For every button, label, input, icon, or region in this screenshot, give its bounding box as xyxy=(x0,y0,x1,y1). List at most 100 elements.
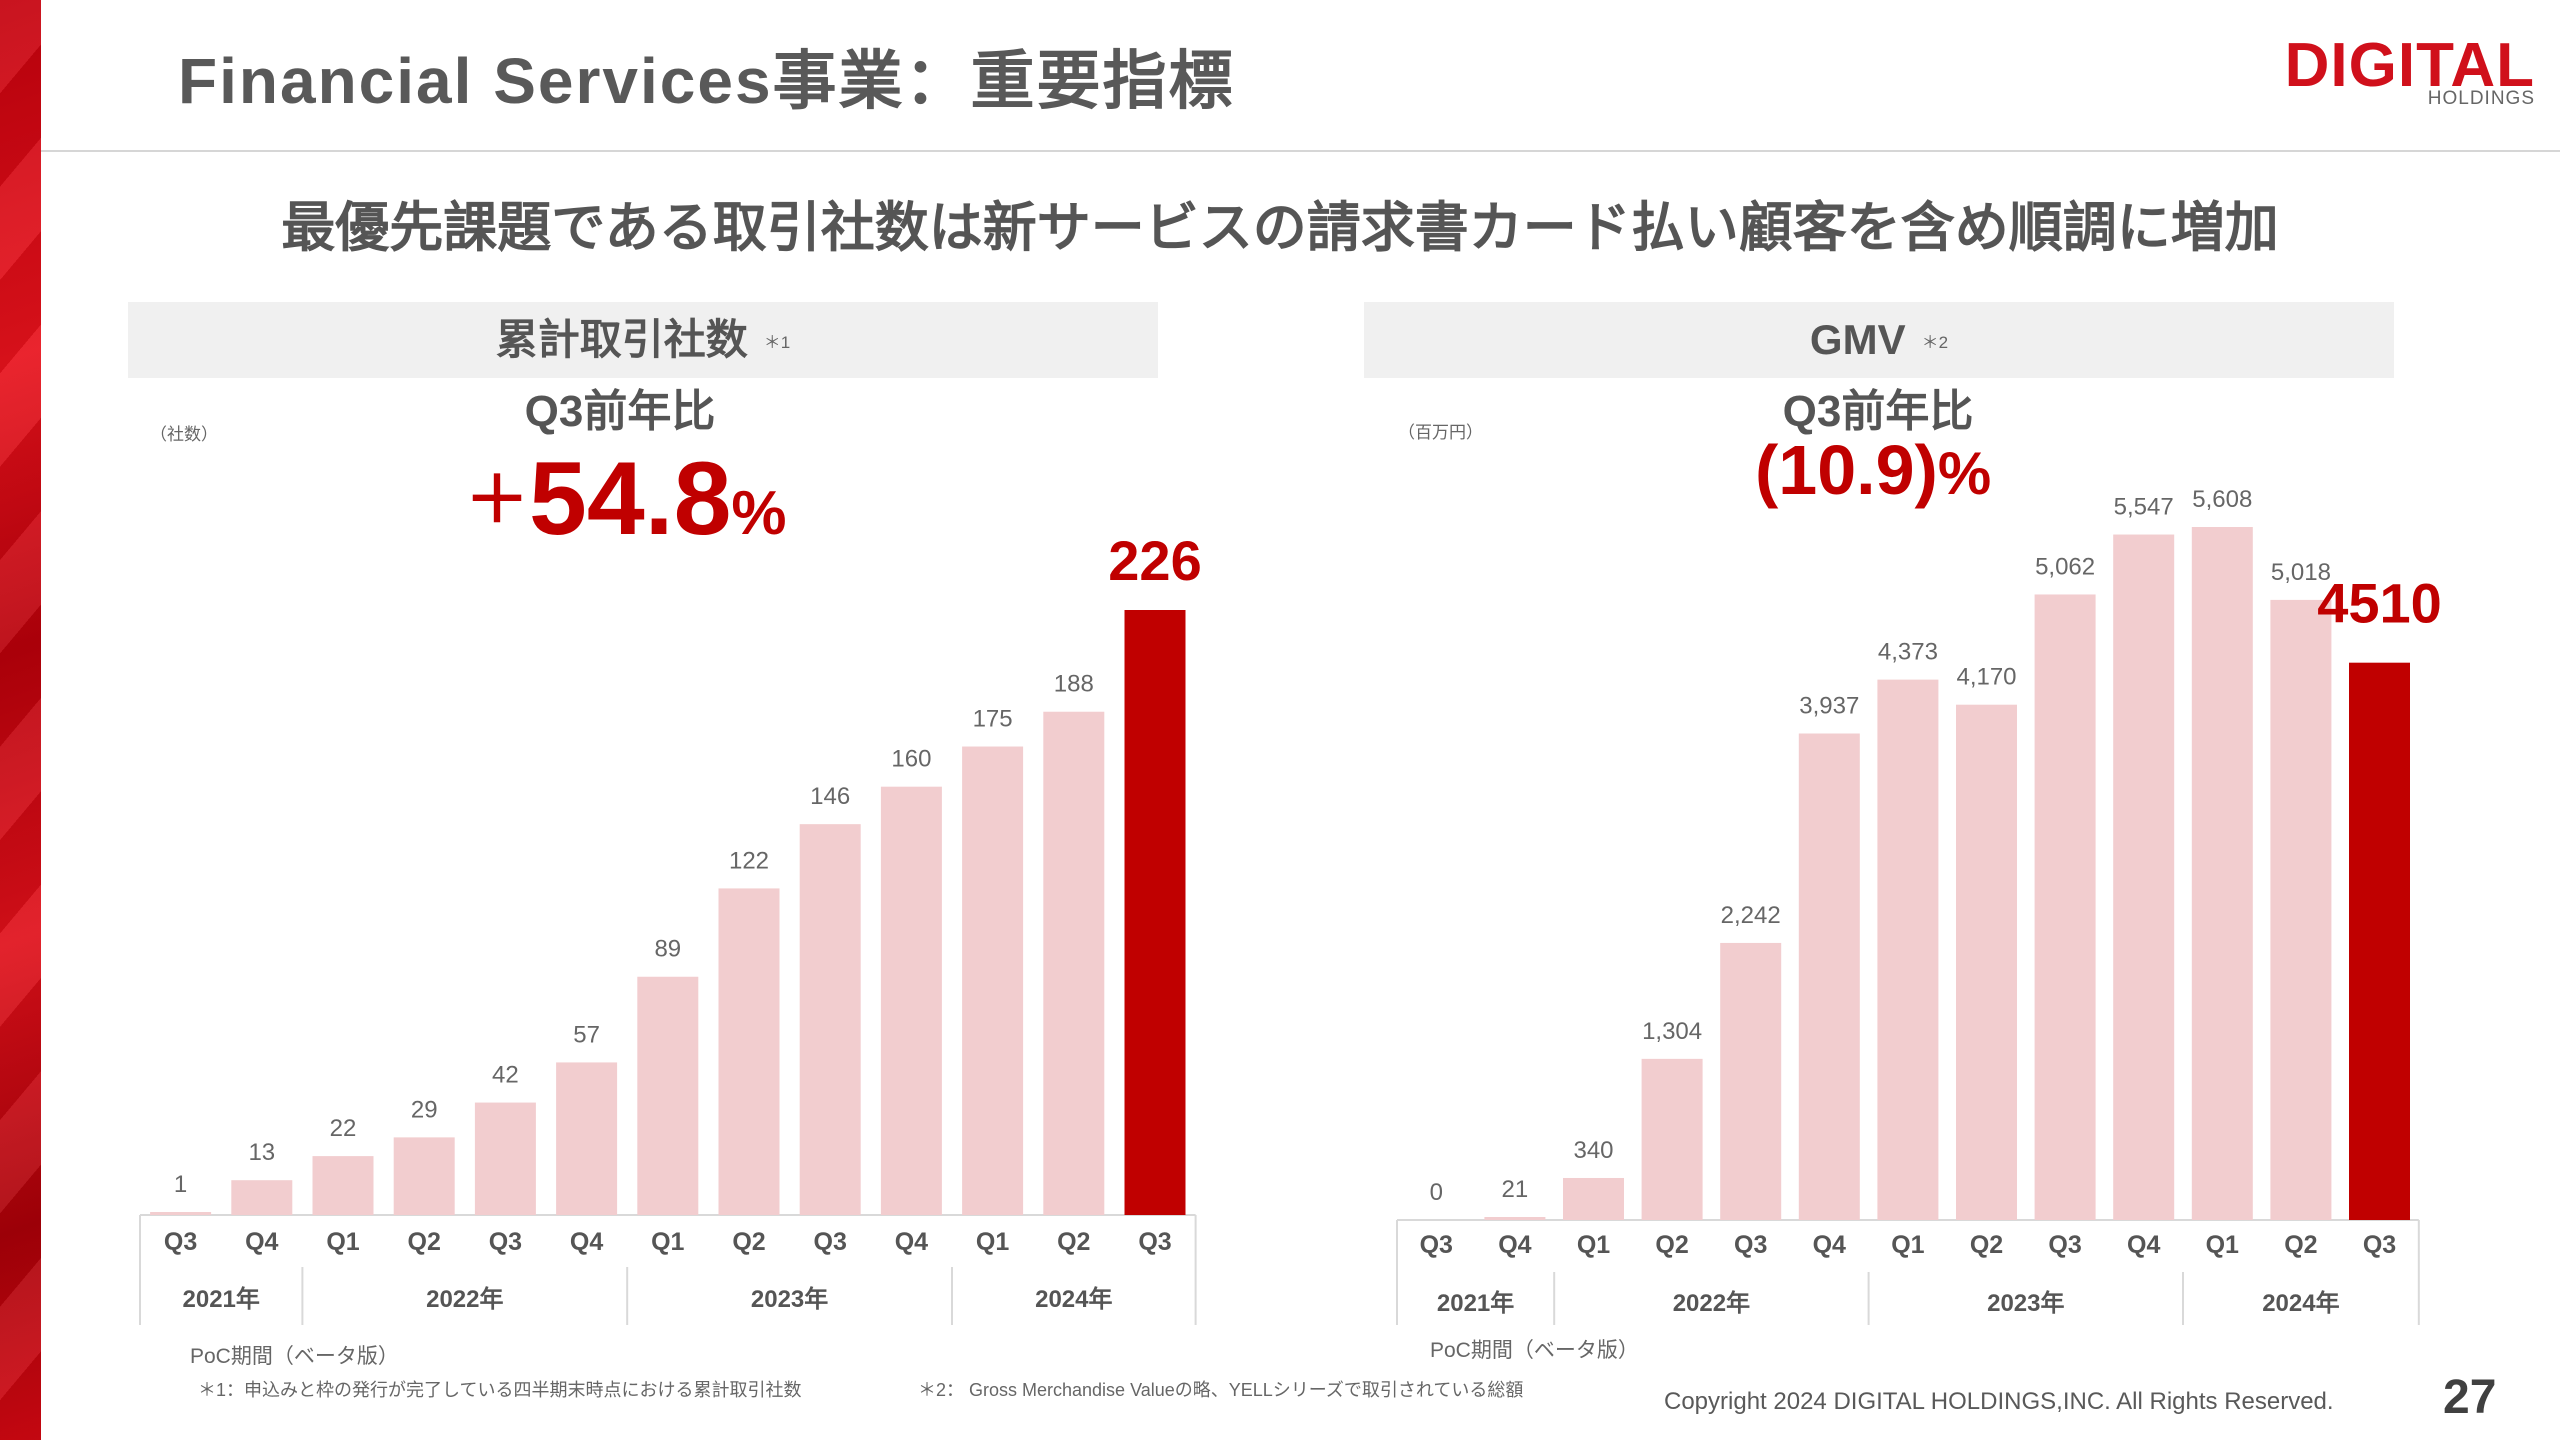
x-tick-label-1-5: Q4 xyxy=(1813,1231,1846,1259)
left-unit-label: （社数） xyxy=(150,425,218,444)
bar-0-2 xyxy=(312,1156,374,1215)
right-unit-label: （百万円） xyxy=(1398,423,1483,442)
x-tick-label-0-8: Q3 xyxy=(814,1228,847,1256)
bar-1-4 xyxy=(1720,942,1782,1220)
x-tick-label-1-1: Q4 xyxy=(1498,1231,1531,1259)
left-yoy-value: ＋54.8% xyxy=(465,440,787,559)
x-tick-label-0-5: Q4 xyxy=(570,1228,603,1256)
left-panel-footnote-mark: ＊1 xyxy=(763,332,791,352)
data-label-1-10: 5,608 xyxy=(2192,486,2252,513)
logo-subtitle: HOLDINGS xyxy=(2427,88,2535,109)
year-label-0-2: 2023年 xyxy=(751,1285,828,1313)
right-yoy-number: (10.9) xyxy=(1755,431,1938,509)
left-yoy-label: Q3前年比 xyxy=(524,387,716,436)
right-panel-heading: GMV ＊2 xyxy=(1364,302,2394,378)
bar-1-12 xyxy=(2349,662,2410,1220)
left-yoy-number: 54.8 xyxy=(529,441,732,557)
x-tick-label-1-3: Q2 xyxy=(1655,1231,1688,1259)
data-label-0-0: 1 xyxy=(174,1171,187,1198)
right-yoy-value: (10.9)% xyxy=(1755,430,1991,510)
page-number: 27 xyxy=(2443,1371,2497,1424)
bar-1-9 xyxy=(2113,534,2175,1220)
bar-1-1 xyxy=(1484,1217,1546,1220)
data-label-1-9: 5,547 xyxy=(2114,494,2174,521)
decorative-side-stripe xyxy=(0,0,41,1440)
x-tick-label-1-0: Q3 xyxy=(1420,1231,1453,1259)
year-label-0-0: 2021年 xyxy=(183,1285,260,1313)
right-panel-footnote-mark: ＊2 xyxy=(1921,332,1949,352)
x-tick-label-1-4: Q3 xyxy=(1734,1231,1767,1259)
x-tick-label-0-4: Q3 xyxy=(489,1228,522,1256)
year-label-1-1: 2022年 xyxy=(1673,1289,1750,1317)
data-label-1-4: 2,242 xyxy=(1721,902,1781,929)
bar-0-4 xyxy=(474,1102,536,1215)
bar-0-6 xyxy=(637,976,699,1215)
data-label-0-7: 122 xyxy=(729,847,769,874)
data-label-1-7: 4,170 xyxy=(1956,664,2016,691)
bar-1-8 xyxy=(2034,594,2096,1220)
x-tick-label-0-0: Q3 xyxy=(164,1228,197,1256)
data-label-0-11: 188 xyxy=(1054,671,1094,698)
data-label-1-3: 1,304 xyxy=(1642,1018,1702,1045)
year-label-1-3: 2024年 xyxy=(2262,1289,2339,1317)
data-label-0-8: 146 xyxy=(810,783,850,810)
company-logo: DIGITAL HOLDINGS xyxy=(2285,30,2535,110)
data-label-1-5: 3,937 xyxy=(1799,692,1859,719)
left-yoy-sign: ＋ xyxy=(465,464,529,536)
bar-1-11 xyxy=(2270,599,2332,1220)
right-poc-label: PoC期間（ベータ版） xyxy=(1430,1339,1639,1362)
data-label-0-6: 89 xyxy=(654,936,681,963)
bar-1-6 xyxy=(1877,679,1939,1220)
bar-0-8 xyxy=(799,824,861,1215)
data-label-1-1: 21 xyxy=(1502,1176,1529,1203)
x-tick-label-1-6: Q1 xyxy=(1891,1231,1924,1259)
bar-1-2 xyxy=(1563,1177,1624,1220)
left-panel-heading: 累計取引社数 ＊1 xyxy=(128,302,1158,378)
data-label-1-12: 4510 xyxy=(2317,572,2442,635)
x-tick-label-1-10: Q1 xyxy=(2206,1231,2239,1259)
data-label-1-6: 4,373 xyxy=(1878,639,1938,666)
year-label-0-3: 2024年 xyxy=(1035,1285,1112,1313)
headline: 最優先課題である取引社数は新サービスの請求書カード払い顧客を含め順調に増加 xyxy=(281,198,2279,258)
logo-wordmark: DIGITAL xyxy=(2284,31,2535,100)
right-panel-heading-text: GMV xyxy=(1809,316,1906,363)
bar-0-1 xyxy=(231,1180,293,1215)
footnote-2: ＊2： Gross Merchandise Valueの略、YELLシリーズで取… xyxy=(918,1380,1524,1400)
bar-1-5 xyxy=(1798,733,1860,1220)
x-tick-label-0-1: Q4 xyxy=(245,1228,278,1256)
x-tick-label-1-2: Q1 xyxy=(1577,1231,1610,1259)
bar-1-10 xyxy=(2191,527,2253,1220)
x-tick-label-0-2: Q1 xyxy=(326,1228,359,1256)
bar-0-3 xyxy=(393,1137,455,1215)
x-tick-label-0-12: Q3 xyxy=(1138,1228,1171,1256)
footnote-1: ＊1：申込みと枠の発行が完了している四半期末時点における累計取引社数 xyxy=(198,1380,802,1400)
bar-0-0 xyxy=(150,1212,212,1215)
bar-0-10 xyxy=(962,746,1024,1215)
data-label-0-2: 22 xyxy=(330,1115,357,1142)
copyright: Copyright 2024 DIGITAL HOLDINGS,INC. All… xyxy=(1664,1388,2334,1415)
bar-1-3 xyxy=(1641,1058,1703,1220)
x-tick-label-0-11: Q2 xyxy=(1057,1228,1090,1256)
left-yoy-percent: % xyxy=(731,479,787,548)
data-label-0-4: 42 xyxy=(492,1062,519,1089)
data-label-1-11: 5,018 xyxy=(2271,559,2331,586)
x-tick-label-1-11: Q2 xyxy=(2284,1231,2317,1259)
x-tick-label-0-7: Q2 xyxy=(732,1228,765,1256)
x-tick-label-0-10: Q1 xyxy=(976,1228,1009,1256)
right-yoy-label: Q3前年比 xyxy=(1782,387,1974,436)
data-label-1-8: 5,062 xyxy=(2035,553,2095,580)
title-divider xyxy=(41,150,2560,152)
bar-0-11 xyxy=(1043,711,1105,1215)
data-label-1-0: 0 xyxy=(1430,1179,1443,1206)
bar-0-7 xyxy=(718,888,780,1215)
data-label-0-9: 160 xyxy=(891,746,931,773)
year-label-1-0: 2021年 xyxy=(1437,1289,1514,1317)
bar-0-9 xyxy=(880,786,942,1215)
left-panel-heading-text: 累計取引社数 xyxy=(495,316,748,363)
right-yoy-percent: % xyxy=(1937,440,1992,507)
data-label-0-12: 226 xyxy=(1108,529,1201,592)
x-tick-label-0-9: Q4 xyxy=(895,1228,928,1256)
x-tick-label-0-3: Q2 xyxy=(408,1228,441,1256)
data-label-1-2: 340 xyxy=(1573,1137,1613,1164)
